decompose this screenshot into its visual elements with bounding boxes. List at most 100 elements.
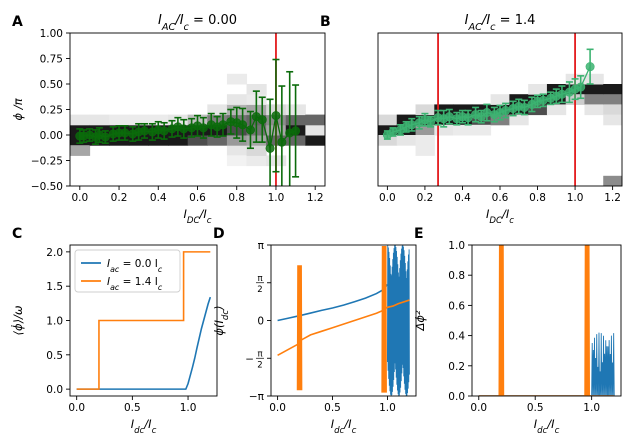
plot-area xyxy=(478,245,615,396)
y-tick-label: 1.5 xyxy=(46,281,63,293)
x-tick-label: 0.8 xyxy=(529,192,546,204)
y-axis-label: ⟨ϕ̇⟩/ω xyxy=(10,305,25,335)
data-point xyxy=(179,124,189,134)
plot-area xyxy=(378,33,622,186)
heatmap-cell xyxy=(378,114,398,126)
y-tick-label: 0.4 xyxy=(448,331,465,343)
spike xyxy=(381,245,387,393)
y-tick-label: 0.2 xyxy=(448,361,465,373)
y-tick-label: 0.8 xyxy=(448,270,465,282)
legend-label: Iac = 1.4 Ic xyxy=(107,276,163,292)
panel-letter: B xyxy=(320,14,331,30)
x-axis-label: IDC/Ic xyxy=(183,207,211,226)
heatmap-cell xyxy=(471,124,492,136)
data-point xyxy=(100,132,110,142)
spike xyxy=(584,245,590,396)
data-point xyxy=(482,108,492,118)
y-tick-label: 1.0 xyxy=(448,240,465,252)
axes-frame xyxy=(471,244,622,397)
heatmap-cell xyxy=(603,104,622,116)
y-tick-label: 0.0 xyxy=(448,391,465,403)
y-tick-label: −π xyxy=(249,391,265,403)
heatmap-cell xyxy=(305,124,325,136)
y-tick-label: 2 xyxy=(257,360,262,370)
x-tick-label: 0.0 xyxy=(470,402,487,414)
data-point xyxy=(140,126,150,136)
heatmap-cell xyxy=(453,124,473,136)
y-tick-label: 0.50 xyxy=(40,79,63,91)
panel-B: 0.0 0.2 0.4 0.6 0.8 1.0 1.2 IDC/Ic IAC/Ic = 1.4 B xyxy=(320,13,623,226)
x-tick-label: 1.2 xyxy=(307,192,324,204)
data-point xyxy=(120,128,130,138)
panel-letter: A xyxy=(12,14,23,30)
y-tick-label: 1.00 xyxy=(40,28,63,40)
heatmap-cell xyxy=(603,175,622,186)
data-point xyxy=(501,106,511,116)
x-tick-label: 0.2 xyxy=(417,192,434,204)
panel-title: IAC/Ic = 1.4 xyxy=(465,13,536,33)
heatmap-cell xyxy=(415,145,435,156)
data-point xyxy=(245,125,255,135)
heatmap-cell xyxy=(528,84,548,95)
data-point xyxy=(538,95,548,105)
oscillation-band xyxy=(386,245,410,396)
heatmap-cell xyxy=(207,104,228,116)
y-tick-label: π xyxy=(258,240,265,252)
heatmap-cell xyxy=(603,114,622,126)
heatmap-cell xyxy=(89,114,110,126)
heatmap-cell xyxy=(415,135,435,146)
x-tick-label: 0.0 xyxy=(68,402,85,414)
heatmap-cell xyxy=(584,84,604,95)
heatmap-cell xyxy=(187,135,208,146)
heatmap-cell xyxy=(509,114,529,126)
x-axis-label: IDC/Ic xyxy=(486,207,514,226)
heatmap-cell xyxy=(109,114,130,126)
data-point xyxy=(265,143,275,153)
y-tick-label: 0.0 xyxy=(46,384,63,396)
x-tick-label: 1.0 xyxy=(567,192,584,204)
panel-A: 0.0 0.2 0.4 0.6 0.8 1.0 1.2 −0.50 −0.25 0.00 0.25 0… xyxy=(11,13,326,226)
series-line xyxy=(76,251,211,390)
heatmap-cell xyxy=(148,114,169,126)
heatmap-cell xyxy=(305,135,325,146)
legend-box xyxy=(74,249,181,293)
y-tick-label: 0.6 xyxy=(448,300,465,312)
data-point xyxy=(388,127,398,137)
heatmap-cell xyxy=(207,135,228,146)
heatmap-cell xyxy=(168,135,189,146)
y-tick-label: −0.50 xyxy=(31,181,63,193)
plot-area xyxy=(70,33,325,186)
x-tick-label: 1.2 xyxy=(604,192,621,204)
y-tick-label: 0 xyxy=(257,316,264,328)
data-point xyxy=(218,120,228,130)
plot-area xyxy=(76,251,212,390)
plot-area xyxy=(277,245,410,396)
x-tick-label: 0.0 xyxy=(379,192,396,204)
x-tick-label: 0.6 xyxy=(189,192,206,204)
y-axis-label: Δϕ² xyxy=(413,310,427,331)
y-tick-label: 0.25 xyxy=(40,105,63,117)
data-point xyxy=(585,62,595,72)
panel-letter: D xyxy=(213,226,225,242)
x-tick-label: 0.5 xyxy=(527,402,544,414)
data-point xyxy=(159,126,169,136)
y-tick-label: 1.0 xyxy=(46,316,63,328)
data-point xyxy=(407,120,417,130)
legend-label: Iac = 0.0 Ic xyxy=(107,258,163,274)
x-tick-label: 0.5 xyxy=(324,402,341,414)
y-tick-label: π xyxy=(257,274,262,284)
y-axis-label: ϕ(Idc) xyxy=(212,305,231,335)
x-tick-label: 1.0 xyxy=(268,192,285,204)
heatmap-cell xyxy=(603,84,622,95)
x-tick-label: 0.0 xyxy=(71,192,88,204)
x-tick-label: 0.5 xyxy=(124,402,141,414)
heatmap-cell xyxy=(528,104,548,116)
x-tick-label: 0.4 xyxy=(454,192,471,204)
data-point xyxy=(519,102,529,112)
heatmap-cell xyxy=(226,145,248,156)
x-tick-label: 1.0 xyxy=(180,402,197,414)
y-axis-label: ϕ /π xyxy=(11,97,25,120)
data-point xyxy=(198,123,208,133)
y-tick-label: −0.25 xyxy=(31,156,63,168)
